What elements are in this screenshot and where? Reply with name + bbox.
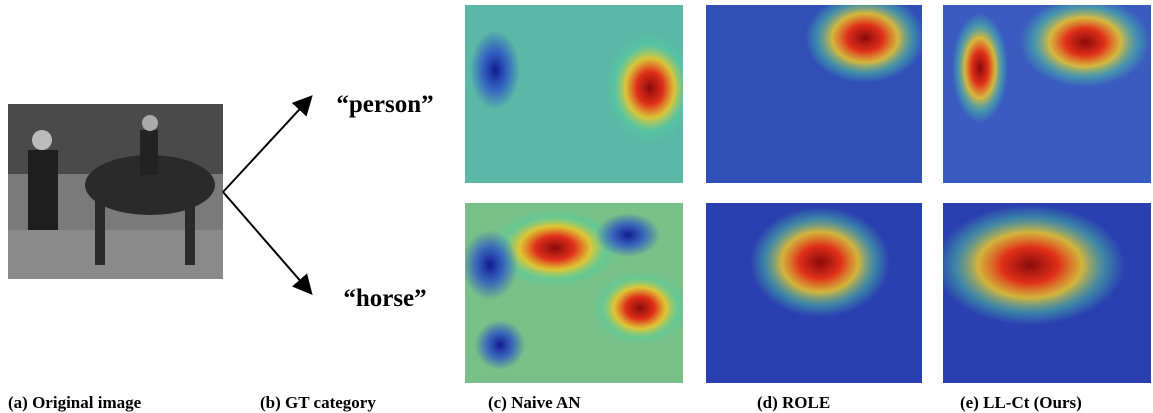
category-label: “horse” <box>343 285 426 312</box>
caption: (a) Original image <box>8 393 142 412</box>
figure: “person” “horse” (a) Original image (b) … <box>0 0 1153 413</box>
arrow <box>223 98 310 192</box>
heatmap <box>943 0 1151 183</box>
arrow <box>223 192 310 292</box>
heatmap <box>706 0 925 183</box>
heatmap <box>935 203 1151 383</box>
caption: (c) Naive AN <box>488 393 581 412</box>
original-image <box>8 104 223 279</box>
heatmap <box>465 5 695 183</box>
category-label: “person” <box>336 91 433 118</box>
heatmap <box>462 203 688 383</box>
caption: (b) GT category <box>260 393 376 412</box>
heatmap <box>706 203 922 383</box>
caption: (e) LL-Ct (Ours) <box>960 393 1082 412</box>
caption: (d) ROLE <box>757 393 830 412</box>
